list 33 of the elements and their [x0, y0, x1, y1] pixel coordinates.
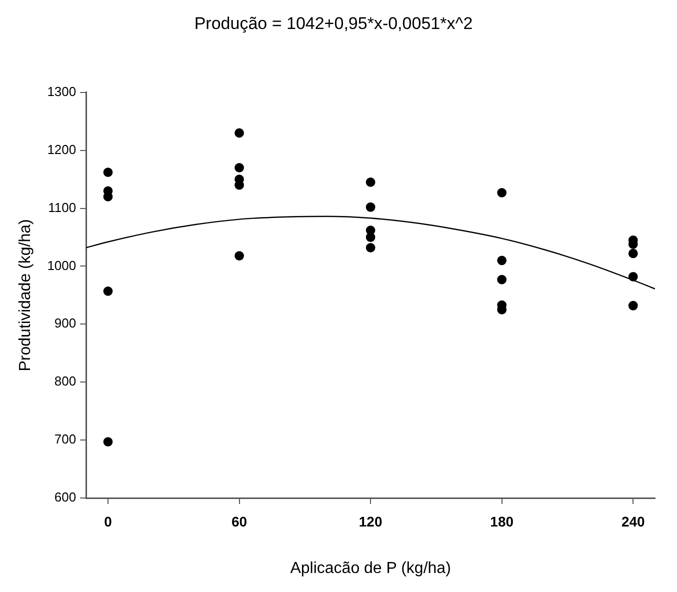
y-tick-label: 600: [54, 490, 76, 505]
point: [366, 202, 376, 212]
y-tick-label: 700: [54, 432, 76, 447]
point: [628, 300, 638, 310]
y-tick-label: 1100: [48, 200, 76, 215]
point: [366, 232, 376, 242]
y-tick-label: 900: [54, 316, 76, 331]
point: [366, 242, 376, 252]
y-tick-label: 1300: [47, 84, 76, 99]
point: [497, 188, 507, 198]
x-tick-label: 180: [490, 513, 514, 530]
y-tick-label: 1000: [47, 258, 76, 273]
point: [366, 178, 376, 187]
point: [234, 163, 244, 172]
y-tick-label: 1200: [47, 142, 76, 157]
point: [234, 251, 244, 260]
point: [103, 168, 113, 178]
point: [103, 286, 113, 296]
x-tick-label: 120: [358, 513, 382, 530]
chart-title: Produção = 1042+0,95*x-0,0051*x^2: [194, 14, 473, 33]
point: [628, 248, 638, 258]
point: [497, 256, 507, 266]
point: [628, 272, 638, 282]
x-axis-title: Aplicacão de P (kg/ha): [290, 560, 451, 577]
x-tick-label: 60: [231, 513, 248, 530]
point: [497, 274, 507, 284]
y-axis-title: Produtividade (kg/ha): [17, 219, 34, 372]
x-tick-label: 240: [621, 513, 646, 530]
point: [234, 128, 244, 138]
x-tick-label: 0: [104, 513, 112, 530]
y-tick-label: 800: [54, 374, 76, 389]
point: [103, 437, 113, 446]
line-series: [86, 216, 655, 290]
